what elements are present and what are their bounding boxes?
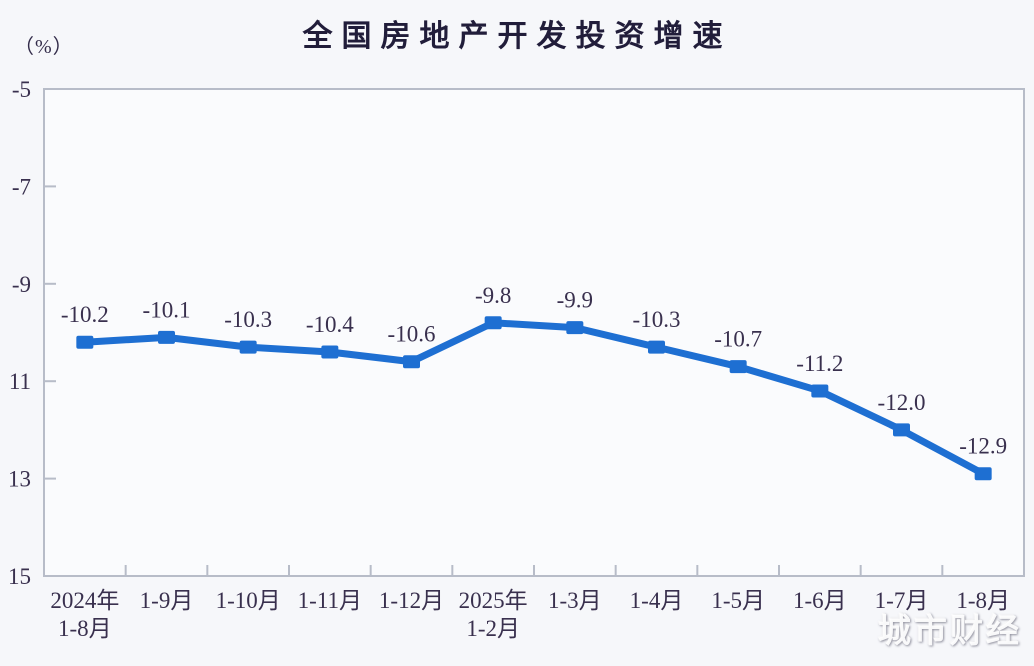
data-point-marker (484, 316, 502, 330)
plot-area (43, 88, 1025, 577)
data-point-marker (158, 330, 175, 344)
x-axis-label: 2024年 (50, 588, 119, 613)
x-axis-label: 1-2月 (466, 616, 520, 641)
line-series (81, 319, 987, 478)
data-point-marker (566, 321, 584, 335)
data-point-label: -11.2 (796, 351, 843, 376)
x-axis-label: 1-10月 (216, 588, 281, 613)
chart-title: 全国房地产开发投资增速 (302, 20, 732, 53)
x-axis-label: 1-9月 (140, 588, 194, 613)
data-point-label: -12.0 (878, 390, 926, 415)
data-point-marker (239, 340, 257, 354)
data-point-label: -10.4 (306, 312, 354, 337)
y-axis-tick-label: 15 (8, 564, 31, 589)
x-axis-label: 1-5月 (711, 588, 765, 613)
data-point-marker (403, 355, 420, 369)
data-point-label: -10.1 (143, 297, 191, 322)
x-axis-label: 2025年 (459, 588, 528, 613)
y-axis-unit-label: （%） (14, 36, 74, 58)
x-axis-label: 1-8月 (956, 588, 1010, 613)
data-point-marker (974, 467, 992, 481)
data-point-label: -10.3 (224, 307, 272, 332)
data-point-marker (893, 423, 910, 437)
data-point-label: -9.9 (557, 288, 593, 313)
data-point-marker (729, 360, 747, 374)
x-axis-label: 1-8月 (58, 616, 112, 641)
data-point-marker (811, 384, 829, 398)
y-axis-tick-label: -7 (12, 174, 31, 199)
data-point-marker (648, 340, 665, 354)
data-point-marker (321, 345, 339, 359)
x-axis-label: 1-6月 (793, 588, 847, 613)
x-axis-label: 1-12月 (379, 588, 444, 613)
watermark: 城市财经 (878, 614, 1022, 650)
x-axis-label: 1-4月 (630, 588, 684, 613)
y-axis-tick-label: -9 (12, 272, 31, 297)
y-axis-tick-label: 11 (9, 369, 31, 394)
data-point-label: -10.7 (714, 327, 762, 352)
x-axis-label: 1-3月 (548, 588, 602, 613)
data-point-label: -12.9 (959, 434, 1007, 459)
x-axis-label: 1-11月 (298, 588, 362, 613)
data-point-label: -10.6 (388, 322, 436, 347)
data-point-label: -10.3 (633, 307, 681, 332)
y-axis-tick-label: -5 (12, 77, 31, 102)
data-point-label: -10.2 (61, 302, 109, 327)
x-axis-label: 1-7月 (875, 588, 929, 613)
data-point-label: -9.8 (475, 283, 511, 308)
data-point-marker (76, 335, 94, 349)
y-axis-tick-label: 13 (8, 467, 31, 492)
